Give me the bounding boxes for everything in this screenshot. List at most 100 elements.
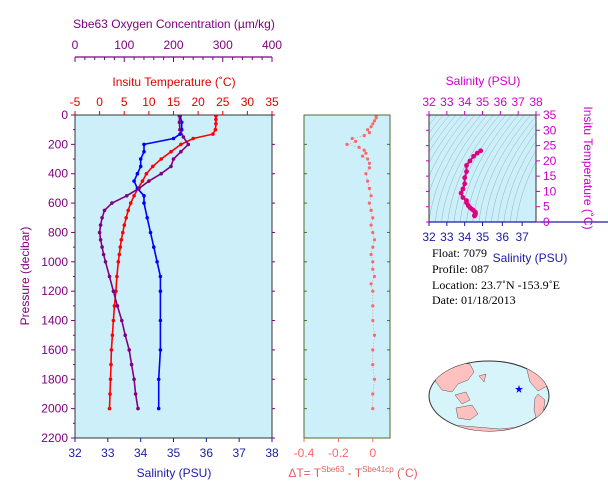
pressure-tick-label: 200 bbox=[48, 137, 68, 151]
delta-point bbox=[362, 148, 366, 152]
oxygen-point bbox=[136, 406, 140, 411]
profile-series-group bbox=[97, 115, 218, 411]
delta-point bbox=[372, 238, 377, 242]
map-land-south-america bbox=[533, 393, 546, 425]
temperature-point bbox=[110, 333, 115, 338]
isopycnal-line bbox=[429, 115, 475, 194]
delta-point bbox=[369, 194, 373, 198]
temperature-point bbox=[109, 348, 114, 352]
world-map bbox=[428, 360, 550, 432]
isopycnal-line bbox=[429, 115, 463, 164]
salinity-point bbox=[156, 377, 161, 382]
salinity-tick-label: 34 bbox=[134, 446, 148, 460]
salinity-point bbox=[142, 142, 146, 147]
delta-point bbox=[372, 333, 377, 337]
temperature-point bbox=[118, 245, 123, 249]
profile-panel: 0200400600800100012001400160018002000220… bbox=[18, 17, 282, 480]
delta-point bbox=[360, 154, 365, 158]
oxygen-point bbox=[147, 179, 151, 183]
delta-point bbox=[372, 377, 377, 381]
delta-axis: -0.4 -0.2 0 bbox=[294, 114, 390, 460]
delta-point bbox=[354, 139, 358, 143]
pressure-tick-label: 2000 bbox=[41, 402, 68, 416]
isopycnal-line bbox=[447, 115, 500, 222]
isopycnal-line bbox=[434, 115, 488, 222]
oxygen-tick-label: 0 bbox=[72, 38, 79, 52]
oxygen-point bbox=[186, 142, 191, 147]
salinity-axis-label: Salinity (PSU) bbox=[137, 466, 212, 480]
salinity-tick-label: 33 bbox=[101, 446, 115, 460]
delta-point bbox=[371, 260, 375, 264]
ts-top-tick-label: 36 bbox=[494, 95, 508, 109]
salinity-point bbox=[142, 201, 146, 205]
location: Location: 23.7˚N -153.9˚E bbox=[432, 278, 560, 292]
ts-bottom-tick-label: 34 bbox=[458, 230, 472, 244]
oxygen-point bbox=[137, 186, 141, 191]
ts-temp-tick-label: 30 bbox=[543, 123, 557, 137]
delta-point bbox=[357, 145, 361, 149]
delta-point bbox=[371, 122, 375, 126]
temperature-point bbox=[119, 238, 124, 242]
delta-point bbox=[371, 230, 375, 235]
isopycnal-line bbox=[509, 150, 536, 222]
oxygen-tick-label: 300 bbox=[213, 38, 233, 52]
delta-point bbox=[371, 363, 375, 367]
isopycnal-line bbox=[429, 115, 469, 178]
ts-temp-tick-label: 0 bbox=[543, 215, 550, 229]
ts-point bbox=[474, 150, 480, 156]
temperature-point bbox=[108, 377, 113, 382]
ts-top-axis-label: Salinity (PSU) bbox=[446, 74, 521, 88]
delta-point bbox=[371, 304, 375, 308]
delta-point bbox=[366, 128, 370, 132]
salinity-point bbox=[152, 245, 156, 249]
pressure-axis-label: Pressure (decibar) bbox=[18, 227, 32, 326]
temperature-point bbox=[159, 157, 163, 161]
pressure-tick-label: 0 bbox=[61, 108, 68, 122]
oxygen-point bbox=[111, 289, 116, 294]
temperature-point bbox=[108, 392, 112, 396]
delta-point bbox=[371, 289, 375, 293]
temperature-tick-label: -5 bbox=[70, 95, 81, 109]
oxygen-point bbox=[107, 274, 112, 279]
delta-point bbox=[367, 201, 371, 205]
temperature-axis-label: Insitu Temperature (˚C) bbox=[112, 75, 235, 89]
temperature-tick-label: 20 bbox=[191, 95, 205, 109]
oxygen-point bbox=[129, 362, 134, 367]
ts-bottom-tick-label: 36 bbox=[496, 230, 510, 244]
isopycnal-line bbox=[429, 115, 456, 153]
ts-temp-tick-label: 25 bbox=[543, 139, 557, 153]
pressure-tick-label: 1000 bbox=[41, 255, 68, 269]
temperature-point bbox=[132, 194, 136, 198]
float-info: Float: 7079 Profile: 087 Location: 23.7˚… bbox=[432, 246, 560, 307]
ts-point bbox=[464, 163, 469, 168]
oxygen-point bbox=[181, 135, 186, 139]
temperature-point bbox=[169, 149, 173, 154]
oxygen-point bbox=[159, 171, 163, 176]
temperature-point bbox=[128, 201, 133, 205]
oxygen-point bbox=[132, 377, 136, 382]
salinity-point bbox=[171, 136, 176, 141]
salinity-tick-label: 35 bbox=[167, 446, 181, 460]
temperature-point bbox=[179, 142, 183, 147]
profile-number: Profile: 087 bbox=[432, 262, 489, 276]
ts-point bbox=[464, 169, 469, 175]
delta-point bbox=[366, 157, 370, 161]
ts-point bbox=[462, 175, 468, 181]
delta-point bbox=[369, 208, 373, 212]
oxygen-point bbox=[123, 333, 127, 338]
delta-point bbox=[345, 142, 349, 146]
pressure-tick-label: 400 bbox=[48, 167, 68, 181]
oxygen-tick-label: 100 bbox=[114, 38, 134, 52]
temperature-point bbox=[140, 179, 145, 183]
temperature-point bbox=[112, 304, 117, 308]
isopycnal-line bbox=[429, 115, 481, 222]
ts-point bbox=[464, 198, 469, 204]
temperature-point bbox=[107, 406, 112, 411]
oxygen-point bbox=[110, 201, 114, 205]
temperature-tick-label: 35 bbox=[265, 95, 279, 109]
delta-point bbox=[371, 348, 375, 352]
oxygen-point bbox=[97, 230, 102, 235]
delta-point bbox=[350, 136, 354, 141]
delta-point bbox=[369, 282, 373, 286]
